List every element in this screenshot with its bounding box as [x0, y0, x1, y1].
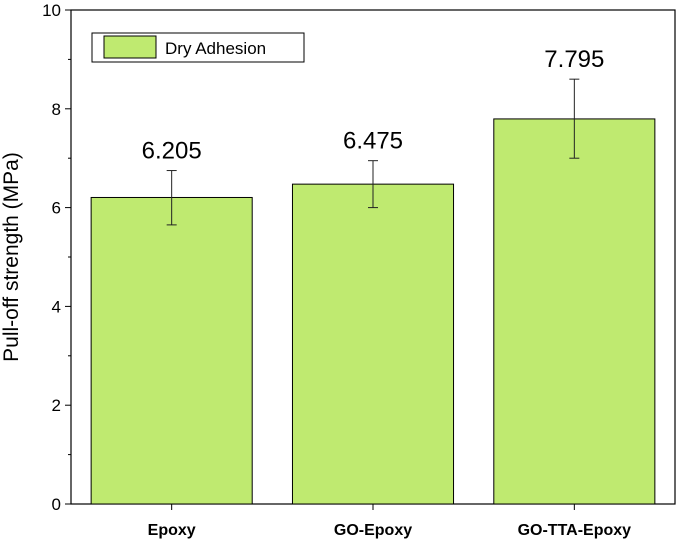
x-tick-label: GO-TTA-Epoxy: [518, 522, 632, 539]
y-tick-label: 0: [52, 495, 61, 514]
bar-go-epoxy: [291, 183, 455, 505]
y-tick-label: 10: [42, 1, 61, 20]
y-axis-ticks: 0 2 4 6 8 10: [42, 1, 71, 514]
bars: 6.205 6.475 7.795: [90, 46, 656, 505]
y-tick-label: 6: [52, 199, 61, 218]
data-label: 7.795: [544, 46, 604, 73]
y-axis-title: Pull-off strength (MPa): [0, 152, 23, 362]
bar-go-tta-epoxy: [493, 118, 656, 505]
legend-label: Dry Adhesion: [165, 39, 266, 58]
y-tick-label: 8: [52, 100, 61, 119]
x-axis-ticks: Epoxy GO-Epoxy GO-TTA-Epoxy: [148, 504, 632, 539]
legend: Dry Adhesion: [91, 32, 305, 63]
y-tick-label: 4: [52, 297, 61, 316]
data-label: 6.205: [142, 138, 202, 165]
legend-swatch: [103, 35, 157, 59]
x-tick-label: GO-Epoxy: [334, 522, 412, 539]
x-tick-label: Epoxy: [148, 522, 196, 539]
data-label: 6.475: [343, 128, 403, 155]
y-tick-label: 2: [52, 396, 61, 415]
bar-epoxy: [90, 196, 253, 505]
